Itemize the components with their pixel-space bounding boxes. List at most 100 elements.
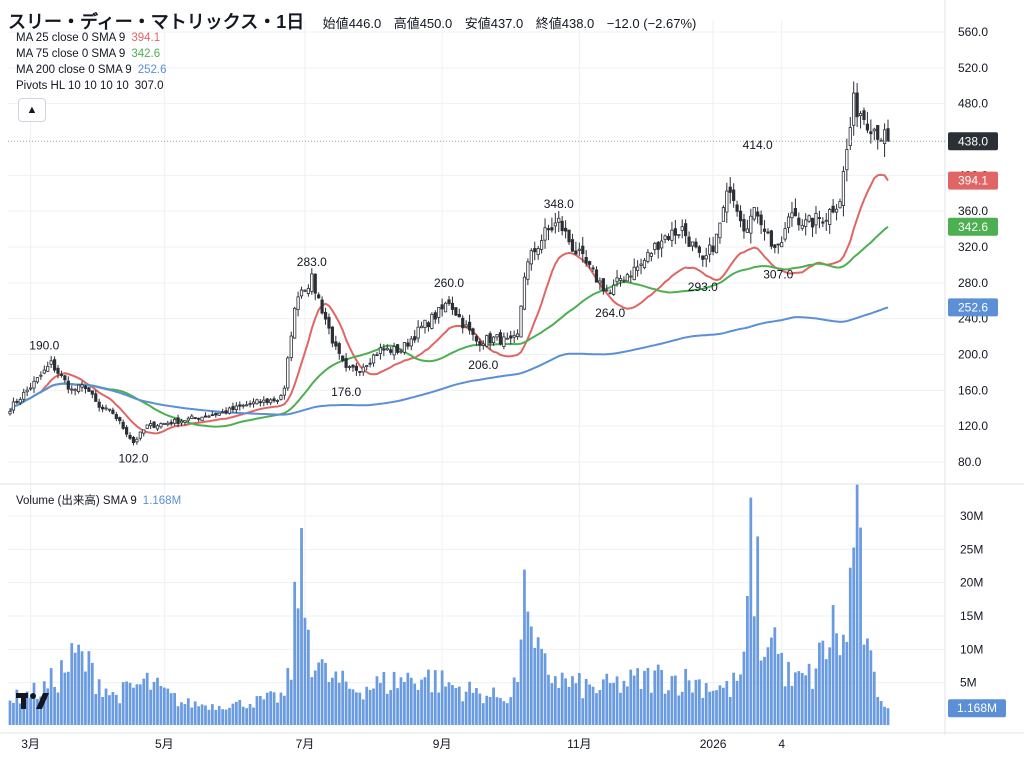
volume-bar (416, 689, 420, 725)
volume-bar (180, 702, 183, 725)
collapse-legend-button[interactable]: ▲ (18, 98, 46, 122)
candle (550, 217, 554, 233)
candle-body (32, 380, 36, 389)
candle-body (694, 241, 698, 248)
candle (344, 353, 348, 372)
volume-bar (509, 697, 513, 725)
volume-bar (872, 671, 876, 725)
candle (800, 219, 804, 231)
candle (337, 341, 341, 360)
candle (786, 213, 791, 234)
candle (90, 390, 94, 399)
volume-bar (173, 692, 176, 725)
volume-bar (773, 627, 777, 725)
candle (52, 356, 57, 373)
candle-body (419, 325, 424, 329)
volume-bar (361, 699, 365, 725)
price-tick-label: 560.0 (958, 25, 988, 39)
volume-bar (379, 682, 382, 725)
volume-bar (831, 605, 835, 725)
volume-bar (66, 671, 70, 725)
candle-body (155, 425, 160, 430)
volume-bar (807, 663, 811, 725)
volume-bar (145, 672, 149, 725)
indicator-pivots[interactable]: Pivots HL 10 10 10 10 307.0 (16, 80, 164, 92)
volume-bar (536, 637, 540, 725)
candle-body (395, 344, 400, 353)
candle-body (838, 201, 842, 209)
candle-body (677, 234, 681, 236)
volume-bar (543, 653, 547, 725)
candle (783, 222, 787, 242)
candle (670, 221, 674, 247)
volume-legend[interactable]: Volume (出来高) SMA 9 1.168M (16, 495, 182, 507)
candle-body (766, 231, 770, 234)
volume-bar (560, 672, 564, 725)
ohlc-open: 始値446.0 (322, 16, 382, 31)
volume-bar (770, 637, 773, 725)
candle-body (197, 417, 201, 420)
candle-body (752, 207, 756, 220)
candle (848, 117, 852, 151)
candle (296, 291, 300, 317)
candle (258, 399, 262, 407)
candle (15, 398, 19, 405)
symbol-title[interactable]: スリー・ディー・マトリックス・1日 (8, 12, 305, 32)
candle-body (756, 211, 760, 217)
candle-body (745, 228, 749, 233)
candle (838, 198, 842, 209)
volume-bar (660, 669, 664, 725)
candle-body (536, 248, 540, 255)
candle (104, 404, 108, 411)
pivot-label: 206.0 (468, 358, 498, 372)
candle (114, 411, 118, 422)
indicator-ma25[interactable]: MA 25 close 0 SMA 9 394.1 (16, 32, 161, 44)
volume-bar (468, 681, 471, 725)
candle (457, 308, 461, 318)
candle-body (577, 248, 581, 251)
candle-body (721, 207, 725, 222)
indicator-ma200[interactable]: MA 200 close 0 SMA 9 252.6 (16, 64, 167, 76)
price-axis-badge-label: 342.6 (958, 220, 988, 234)
volume-bar (108, 695, 111, 725)
candle (738, 205, 743, 228)
candle (330, 326, 334, 348)
candle (423, 319, 427, 334)
candle (395, 344, 400, 355)
volume-bar (752, 616, 756, 725)
volume-tick-label: 5M (960, 676, 977, 690)
candle (721, 205, 725, 222)
volume-bar (169, 693, 173, 725)
candle (289, 331, 293, 362)
time-tick-label: 7月 (296, 737, 315, 751)
candle-body (584, 257, 588, 264)
candle (46, 361, 50, 372)
candle (245, 400, 249, 407)
volume-bar (286, 667, 290, 725)
candle (488, 331, 492, 350)
candle (845, 138, 849, 182)
volume-bar (866, 638, 869, 725)
indicator-ma75[interactable]: MA 75 close 0 SMA 9 342.6 (16, 48, 161, 60)
candle-body (471, 328, 475, 335)
chart-header: スリー・ディー・マトリックス・1日 始値446.0 高値450.0 安値437.… (8, 8, 696, 34)
volume-bar (15, 689, 19, 725)
tradingview-logo-icon[interactable] (16, 690, 50, 714)
candle (392, 342, 396, 360)
candle (28, 382, 33, 391)
candle (447, 295, 451, 306)
candle (275, 399, 280, 405)
candle (269, 398, 273, 406)
volume-bar (780, 652, 784, 725)
candle-body (392, 346, 396, 356)
candle-body (725, 190, 729, 213)
volume-bar (766, 647, 770, 725)
volume-bar (258, 695, 262, 725)
candle-body (543, 227, 547, 241)
candle-body (166, 422, 170, 426)
volume-bar (162, 687, 166, 725)
volume-bar (687, 680, 691, 725)
volume-bar (835, 633, 838, 725)
candle (512, 330, 516, 343)
